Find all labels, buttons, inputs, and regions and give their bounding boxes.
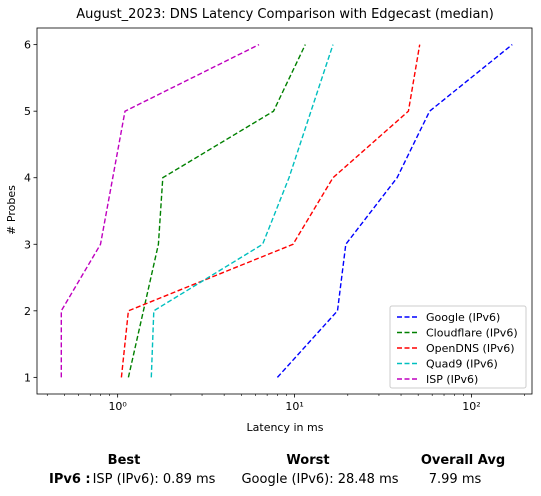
y-tick-label: 4 [24, 172, 31, 185]
ipv6-row-label: IPv6 : [49, 472, 91, 487]
x-axis-label: Latency in ms [247, 421, 324, 434]
worst-header: Worst [286, 453, 330, 468]
series-line-1 [127, 44, 306, 378]
series-line-2 [120, 44, 421, 378]
y-axis-label: # Probes [5, 185, 18, 235]
legend-label: Cloudflare (IPv6) [426, 327, 518, 340]
x-tick-label: 10¹ [285, 400, 303, 413]
legend-label: ISP (IPv6) [426, 373, 478, 386]
y-tick-label: 2 [24, 305, 31, 318]
worst-value: Google (IPv6): 28.48 ms [241, 472, 399, 487]
series-line-4 [60, 43, 260, 378]
x-tick-label: 10² [462, 400, 480, 413]
y-axis: 1 2 3 4 5 6 [24, 39, 37, 384]
y-tick-label: 6 [24, 39, 31, 52]
summary-table: Best Worst Overall Avg IPv6 : ISP (IPv6)… [0, 448, 541, 496]
plot-area [36, 27, 533, 395]
latency-chart: August_2023: DNS Latency Comparison with… [5, 7, 533, 434]
best-value: ISP (IPv6): 0.89 ms [92, 472, 216, 487]
best-header: Best [107, 453, 141, 468]
overall-avg-value: 7.99 ms [428, 472, 482, 487]
chart-title: August_2023: DNS Latency Comparison with… [76, 7, 494, 22]
legend-label: OpenDNS (IPv6) [426, 342, 515, 355]
y-tick-label: 1 [24, 371, 31, 384]
plot-frame [36, 27, 533, 395]
y-tick-label: 5 [24, 105, 31, 118]
series-line-0 [276, 44, 513, 378]
x-axis: 10⁰ 10¹ 10² [46, 394, 525, 413]
x-tick-label: 10⁰ [108, 400, 127, 413]
legend: Google (IPv6) Cloudflare (IPv6) OpenDNS (I… [389, 305, 527, 389]
series-group [60, 43, 513, 378]
legend-label: Quad9 (IPv6) [426, 358, 498, 371]
overall-avg-header: Overall Avg [420, 453, 506, 468]
legend-label: Google (IPv6) [426, 311, 500, 324]
series-line-3 [150, 44, 334, 378]
y-tick-label: 3 [24, 238, 31, 251]
legend-box [389, 305, 527, 389]
